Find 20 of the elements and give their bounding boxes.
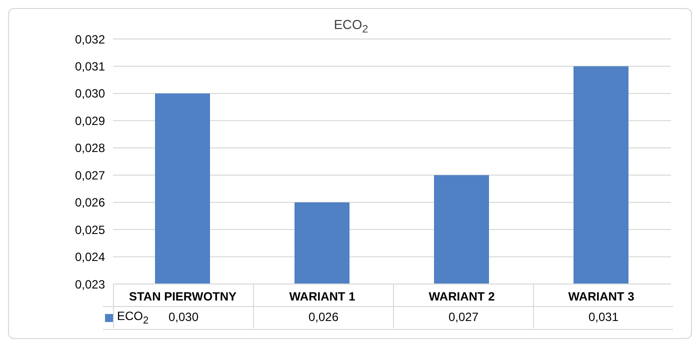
text: 0,026 [308, 310, 339, 324]
y-tick-label: 0,023 [74, 277, 106, 292]
y-tick-label: 0,024 [74, 250, 106, 264]
y-tick-label: 0,028 [74, 141, 106, 156]
chart-title: ECO$_{2}$ [334, 17, 368, 36]
y-tick-label: 0,026 [74, 196, 106, 210]
x-tick-label: WARIANT 2 [428, 290, 496, 304]
x-tick-label: WARIANT 1 [289, 290, 356, 304]
text: 0,030 [168, 310, 199, 324]
y-tick-label: 0,031 [74, 59, 106, 74]
y-tick-label: 0,029 [74, 114, 106, 128]
y-tick-label: 0,025 [74, 222, 106, 237]
y-tick-label: 0,032 [74, 32, 106, 46]
legend-label: ECO$_{2}$ [117, 309, 149, 326]
text: 0,027 [448, 310, 479, 324]
y-tick-label: 0,027 [74, 168, 106, 182]
y-tick-label: 0,030 [74, 86, 106, 101]
text: 0,031 [588, 310, 619, 324]
x-tick-label: WARIANT 3 [568, 290, 635, 304]
x-tick-label: STAN PIERWOTNY [128, 290, 237, 304]
